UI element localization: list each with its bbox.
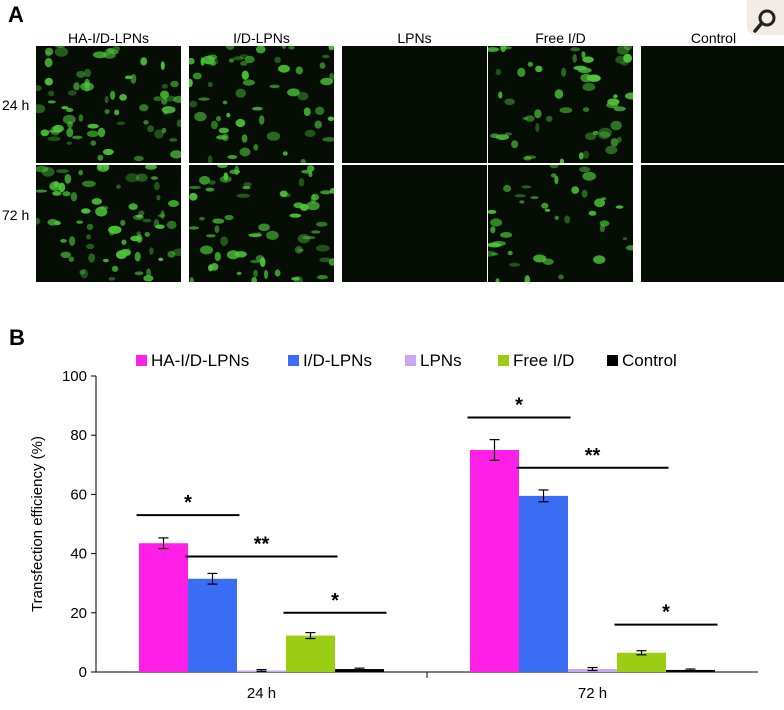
y-tick-label: 40 [70, 546, 87, 563]
bar-free-i-d-24h [286, 635, 335, 672]
micrograph-24h-4 [641, 46, 784, 163]
micrograph-72h-3 [488, 165, 633, 282]
bar-i-d-lpns-24h [188, 578, 237, 672]
micrograph-24h-2 [342, 46, 487, 163]
significance-label: ** [254, 534, 270, 556]
column-label-ha-i-d-lpns: HA-I/D-LPNs [68, 30, 149, 46]
column-label-i-d-lpns: I/D-LPNs [233, 30, 290, 46]
bar-ha-i-d-lpns-72h [470, 450, 519, 672]
row-label-72h: 72 h [2, 207, 30, 223]
x-tick-label: 72 h [578, 685, 607, 702]
legend-label: LPNs [420, 351, 462, 370]
y-tick-label: 0 [79, 664, 87, 681]
legend-label: HA-I/D-LPNs [151, 351, 250, 370]
micrograph-24h-1 [189, 46, 334, 163]
micrograph-24h-3 [488, 46, 633, 163]
micrograph-72h-4 [641, 165, 784, 282]
legend-item-ha-i-d-lpns: HA-I/D-LPNs [136, 351, 249, 371]
x-tick-label: 24 h [247, 685, 276, 702]
micrograph-72h-1 [189, 165, 334, 282]
bar-i-d-lpns-72h [519, 495, 568, 672]
micrograph-24h-0 [36, 46, 181, 163]
y-tick-label: 60 [70, 486, 87, 503]
legend-item-i-d-lpns: I/D-LPNs [288, 351, 372, 371]
y-tick-label: 80 [70, 427, 87, 444]
legend-label: Free I/D [513, 351, 575, 370]
column-label-free-i-d: Free I/D [535, 30, 586, 46]
micrograph-72h-2 [342, 165, 487, 282]
significance-label: ** [585, 445, 601, 467]
column-label-control: Control [690, 30, 737, 46]
legend-label: Control [622, 351, 677, 370]
bar-free-i-d-72h [617, 652, 666, 672]
row-label-24h: 24 h [2, 97, 30, 113]
significance-label: * [662, 602, 670, 624]
legend-swatch-control [607, 355, 618, 366]
legend-item-lpns: LPNs [405, 351, 462, 371]
column-label-lpns: LPNs [397, 30, 432, 46]
legend-swatch-free-i-d [498, 355, 509, 366]
y-tick-label: 100 [62, 368, 87, 385]
legend-item-control: Control [607, 351, 677, 371]
micrograph-72h-0 [36, 165, 181, 282]
y-axis-label: Transfection efficiency (%) [29, 436, 46, 612]
legend-swatch-lpns [405, 355, 416, 366]
legend-item-free-i-d: Free I/D [498, 351, 574, 371]
panel-b-letter: B [9, 325, 25, 350]
significance-label: * [331, 590, 339, 612]
panel-a-letter: A [8, 2, 24, 27]
legend-swatch-i-d-lpns [288, 355, 299, 366]
significance-label: * [184, 492, 192, 514]
zoom-button[interactable] [747, 0, 784, 35]
significance-label: * [515, 394, 523, 416]
legend-label: I/D-LPNs [303, 351, 372, 370]
bar-ha-i-d-lpns-24h [139, 543, 188, 672]
magnifier-icon [753, 9, 776, 33]
legend-swatch-ha-i-d-lpns [136, 355, 147, 366]
y-tick-label: 20 [70, 605, 87, 622]
